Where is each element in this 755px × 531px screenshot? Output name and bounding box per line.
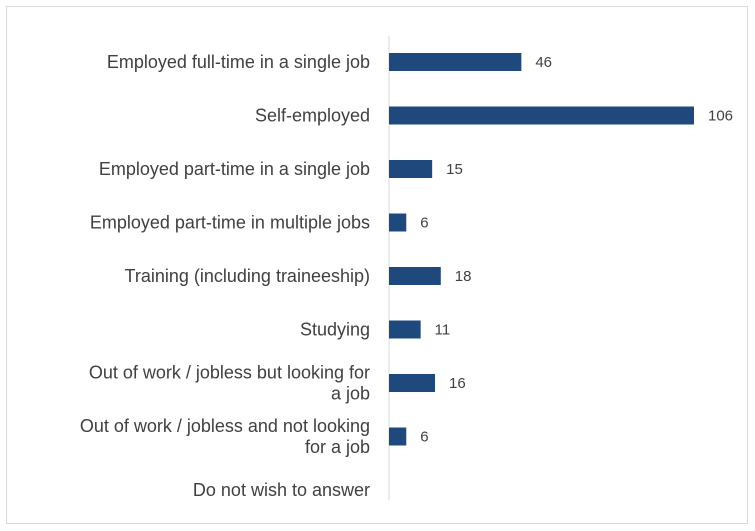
bar — [389, 160, 433, 178]
bar — [389, 53, 522, 71]
category-label-line: Self-employed — [255, 106, 370, 126]
category-label-line: Studying — [300, 320, 370, 340]
bar — [389, 320, 421, 339]
bar — [389, 267, 441, 285]
category-label: Out of work / jobless but looking for a j… — [89, 363, 370, 404]
category-label-line: a job — [331, 384, 370, 404]
data-label: 106 — [708, 108, 733, 125]
category-label-line: Out of work / jobless but looking for — [89, 363, 370, 383]
category-label-line: Training (including traineeship) — [125, 266, 370, 286]
category-label: Studying — [300, 320, 370, 340]
data-label: 6 — [420, 215, 428, 232]
category-label: Self-employed — [255, 106, 370, 126]
chart-frame — [6, 6, 748, 524]
category-label: Do not wish to answer — [193, 480, 370, 500]
bar — [389, 374, 436, 392]
category-label-line: for a job — [305, 437, 370, 457]
category-label: Out of work / jobless and not looking for… — [80, 416, 370, 457]
category-label-line: Employed full-time in a single job — [107, 52, 370, 72]
category-label: Employed full-time in a single job — [107, 52, 370, 72]
bar — [389, 427, 407, 446]
data-label: 46 — [535, 54, 552, 71]
category-label-line: Do not wish to answer — [193, 480, 370, 500]
data-label: 6 — [420, 429, 428, 446]
data-label: 15 — [446, 161, 463, 178]
data-label: 16 — [449, 375, 466, 392]
data-label: 11 — [435, 322, 451, 339]
category-label: Employed part-time in multiple jobs — [90, 213, 370, 233]
category-label-line: Employed part-time in multiple jobs — [90, 213, 370, 233]
category-label: Training (including traineeship) — [125, 266, 370, 286]
data-label: 18 — [455, 268, 472, 285]
bar — [389, 106, 694, 125]
category-label-line: Out of work / jobless and not looking — [80, 416, 370, 436]
category-label: Employed part-time in a single job — [99, 159, 370, 179]
bar — [389, 213, 407, 232]
category-label-line: Employed part-time in a single job — [99, 159, 370, 179]
